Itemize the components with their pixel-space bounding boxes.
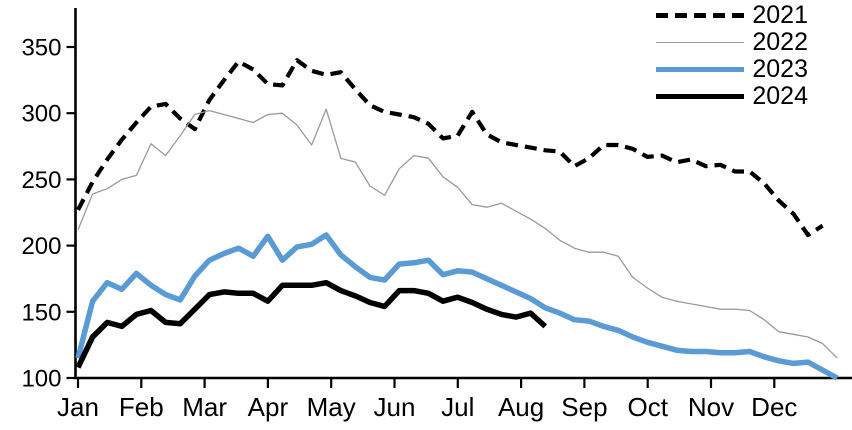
legend-label-2022: 2022 (752, 28, 808, 56)
y-tick-label: 200 (21, 233, 61, 260)
x-tick-label: Dec (751, 392, 797, 422)
legend-item-2021: 2021 (656, 1, 808, 29)
x-tick-label: Jun (374, 392, 416, 422)
y-tick-label: 300 (21, 101, 61, 128)
legend-line-sample-2024 (656, 93, 745, 100)
series-line-2021 (76, 58, 824, 238)
x-tick-label: Mar (182, 392, 227, 422)
x-tick-label: Feb (119, 392, 164, 422)
legend-label-2023: 2023 (752, 55, 808, 83)
x-tick-label: Sep (561, 392, 607, 422)
legend-line-sample-2022 (656, 41, 745, 44)
x-tick-label: Apr (248, 392, 289, 422)
series-line-2022 (77, 108, 838, 359)
legend-item-2023: 2023 (656, 55, 808, 83)
series-line-2024 (75, 279, 548, 369)
legend-line-sample-2021 (656, 13, 745, 18)
x-tick-label: Jan (57, 392, 99, 422)
x-tick-label: Nov (688, 392, 734, 422)
legend-label-2024: 2024 (752, 82, 808, 110)
y-tick-label: 350 (21, 35, 61, 62)
legend-item-2024: 2024 (656, 82, 808, 110)
y-tick-label: 150 (21, 299, 61, 326)
legend-item-2022: 2022 (656, 28, 808, 56)
y-tick-label: 250 (21, 167, 61, 194)
legend-label-2021: 2021 (752, 1, 808, 29)
x-tick-label: Jul (441, 392, 474, 422)
y-tick-label: 100 (21, 366, 61, 393)
x-tick-label: Aug (498, 392, 544, 422)
x-tick-label: Oct (627, 392, 668, 422)
chart-legend: 2021 2022 2023 2024 (656, 1, 808, 110)
series-line-2023 (75, 232, 839, 381)
x-tick-label: May (307, 392, 356, 422)
legend-line-sample-2023 (656, 66, 745, 73)
